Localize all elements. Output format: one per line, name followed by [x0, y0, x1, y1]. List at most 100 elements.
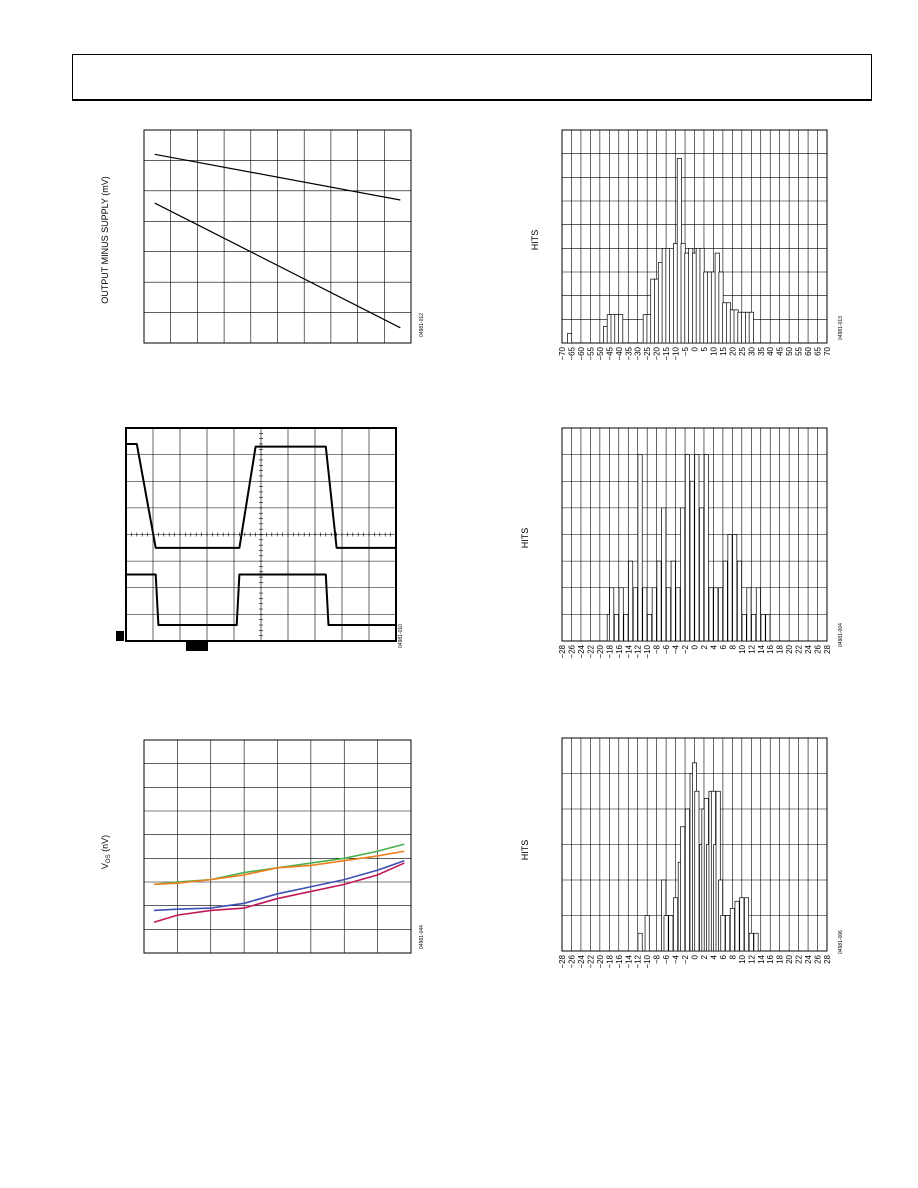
x-tick-label: 10 [709, 346, 718, 355]
y-axis-label-unit: (nV) [100, 835, 110, 855]
x-tick-label: −8 [653, 644, 662, 654]
x-tick-label: −10 [643, 644, 652, 658]
plot-area [143, 739, 412, 954]
x-tick-label: −26 [567, 954, 576, 968]
series-line-3 [153, 862, 405, 923]
histogram-bar [613, 614, 619, 642]
x-tick-label: 55 [795, 346, 804, 355]
histogram-bar [734, 900, 740, 952]
x-tick-label: −35 [624, 346, 633, 360]
x-tick-label: 10 [738, 954, 747, 963]
histogram-bar [665, 587, 671, 642]
histogram-bar [628, 560, 634, 642]
histogram-bar [668, 915, 674, 952]
x-tick-label: 2 [700, 644, 709, 649]
x-tick-label: 16 [766, 954, 775, 963]
x-tick-label: −22 [586, 954, 595, 968]
x-tick-label: −20 [596, 644, 605, 658]
x-tick-label: 30 [747, 346, 756, 355]
x-tick-label: 18 [776, 644, 785, 653]
output-minus-supply-chart: OUTPUT MINUS SUPPLY (mV) 04981-012 [100, 129, 425, 344]
x-tick-label: 26 [814, 954, 823, 963]
x-tick-label: −22 [586, 644, 595, 658]
figure-code: 04981-044 [419, 925, 425, 949]
histogram-bar [609, 587, 615, 642]
x-tick-label: −5 [681, 346, 690, 356]
x-tick-label: 24 [804, 644, 813, 653]
histogram-bar [729, 908, 735, 952]
waveform-trace-1 [126, 573, 396, 627]
histogram-bar [689, 480, 695, 642]
histogram-bar [675, 587, 681, 642]
series-line-2 [153, 859, 405, 912]
histogram-bar [741, 614, 747, 642]
histogram-bar [673, 897, 679, 952]
x-tick-label: −50 [596, 346, 605, 360]
histogram-bar [703, 454, 709, 642]
x-tick-label: 8 [728, 954, 737, 959]
x-tick-label: 35 [757, 346, 766, 355]
figure-code: 04981-006 [838, 930, 844, 954]
x-tick-label: 15 [719, 346, 728, 355]
x-tick-label: −16 [615, 954, 624, 968]
x-tick-label: 28 [823, 954, 832, 963]
x-tick-label: 12 [747, 954, 756, 963]
x-tick-label: −15 [662, 346, 671, 360]
histogram-bar [694, 454, 700, 642]
x-tick-label: 5 [700, 346, 709, 351]
x-tick-label: −40 [615, 346, 624, 360]
x-tick-label: −25 [643, 346, 652, 360]
x-tick-label: −18 [605, 954, 614, 968]
x-tick-label: 22 [795, 644, 804, 653]
x-tick-label: −12 [634, 644, 643, 658]
histogram-bar [722, 560, 728, 642]
x-tick-label: 16 [766, 644, 775, 653]
series-line-1 [153, 850, 405, 886]
series-line-0 [154, 153, 401, 201]
histogram-bar [618, 587, 624, 642]
x-tick-label: −18 [605, 644, 614, 658]
figure-code: 04981-013 [838, 316, 844, 340]
plot-area: −70 −65 −60 −55 −50 −45 −40 −35 −30 −25 −20 −15 −10−… [558, 129, 832, 361]
y-axis-label: HITS [520, 528, 530, 549]
x-tick-label: 6 [719, 954, 728, 959]
hits-histogram-1: −70 −65 −60 −55 −50 −45 −40 −35 −30 −25 −20 −15 −10−… [530, 129, 844, 361]
series-line-1 [154, 202, 401, 329]
histogram-bar [725, 915, 731, 952]
x-tick-label: 22 [795, 954, 804, 963]
x-tick-label: 20 [728, 346, 737, 355]
x-tick-label: 18 [776, 954, 785, 963]
x-tick-label: 24 [804, 954, 813, 963]
x-tick-label: 25 [738, 346, 747, 355]
histogram-bar [680, 507, 686, 642]
x-tick-label: 70 [823, 346, 832, 355]
x-tick-label: 14 [757, 954, 766, 963]
x-tick-label: −70 [558, 346, 567, 360]
x-tick-label: 60 [804, 346, 813, 355]
plot-area: −28 −26 −24 −22 −20 −18 −16 −14 −12 −10 −8 −6 −4 −2 0 2… [558, 737, 832, 969]
histogram-bar [744, 897, 750, 952]
vos-chart: VOS (nV) 04981-044 [100, 739, 425, 954]
y-axis-label-main: V [100, 863, 110, 869]
x-tick-label: 4 [709, 954, 718, 959]
x-tick-label: 6 [719, 644, 728, 649]
histogram-bar [755, 587, 761, 642]
y-axis-label: HITS [530, 230, 540, 251]
histogram-bar [746, 587, 752, 642]
plot-area [143, 129, 412, 344]
x-tick-label: −26 [567, 644, 576, 658]
histogram-bar [694, 790, 700, 952]
plot-area [116, 427, 397, 651]
x-tick-label: 12 [747, 644, 756, 653]
histogram-bar [642, 587, 648, 642]
x-tick-label: −8 [653, 954, 662, 964]
histogram-bar [618, 314, 624, 344]
x-tick-label: 50 [785, 346, 794, 355]
histogram-bar [765, 614, 771, 642]
x-tick-label: 45 [776, 346, 785, 355]
x-tick-label: 4 [709, 644, 718, 649]
x-tick-label: 65 [814, 346, 823, 355]
x-tick-label: −12 [634, 954, 643, 968]
x-tick-label: 0 [691, 644, 700, 649]
plot-frame [143, 739, 412, 954]
